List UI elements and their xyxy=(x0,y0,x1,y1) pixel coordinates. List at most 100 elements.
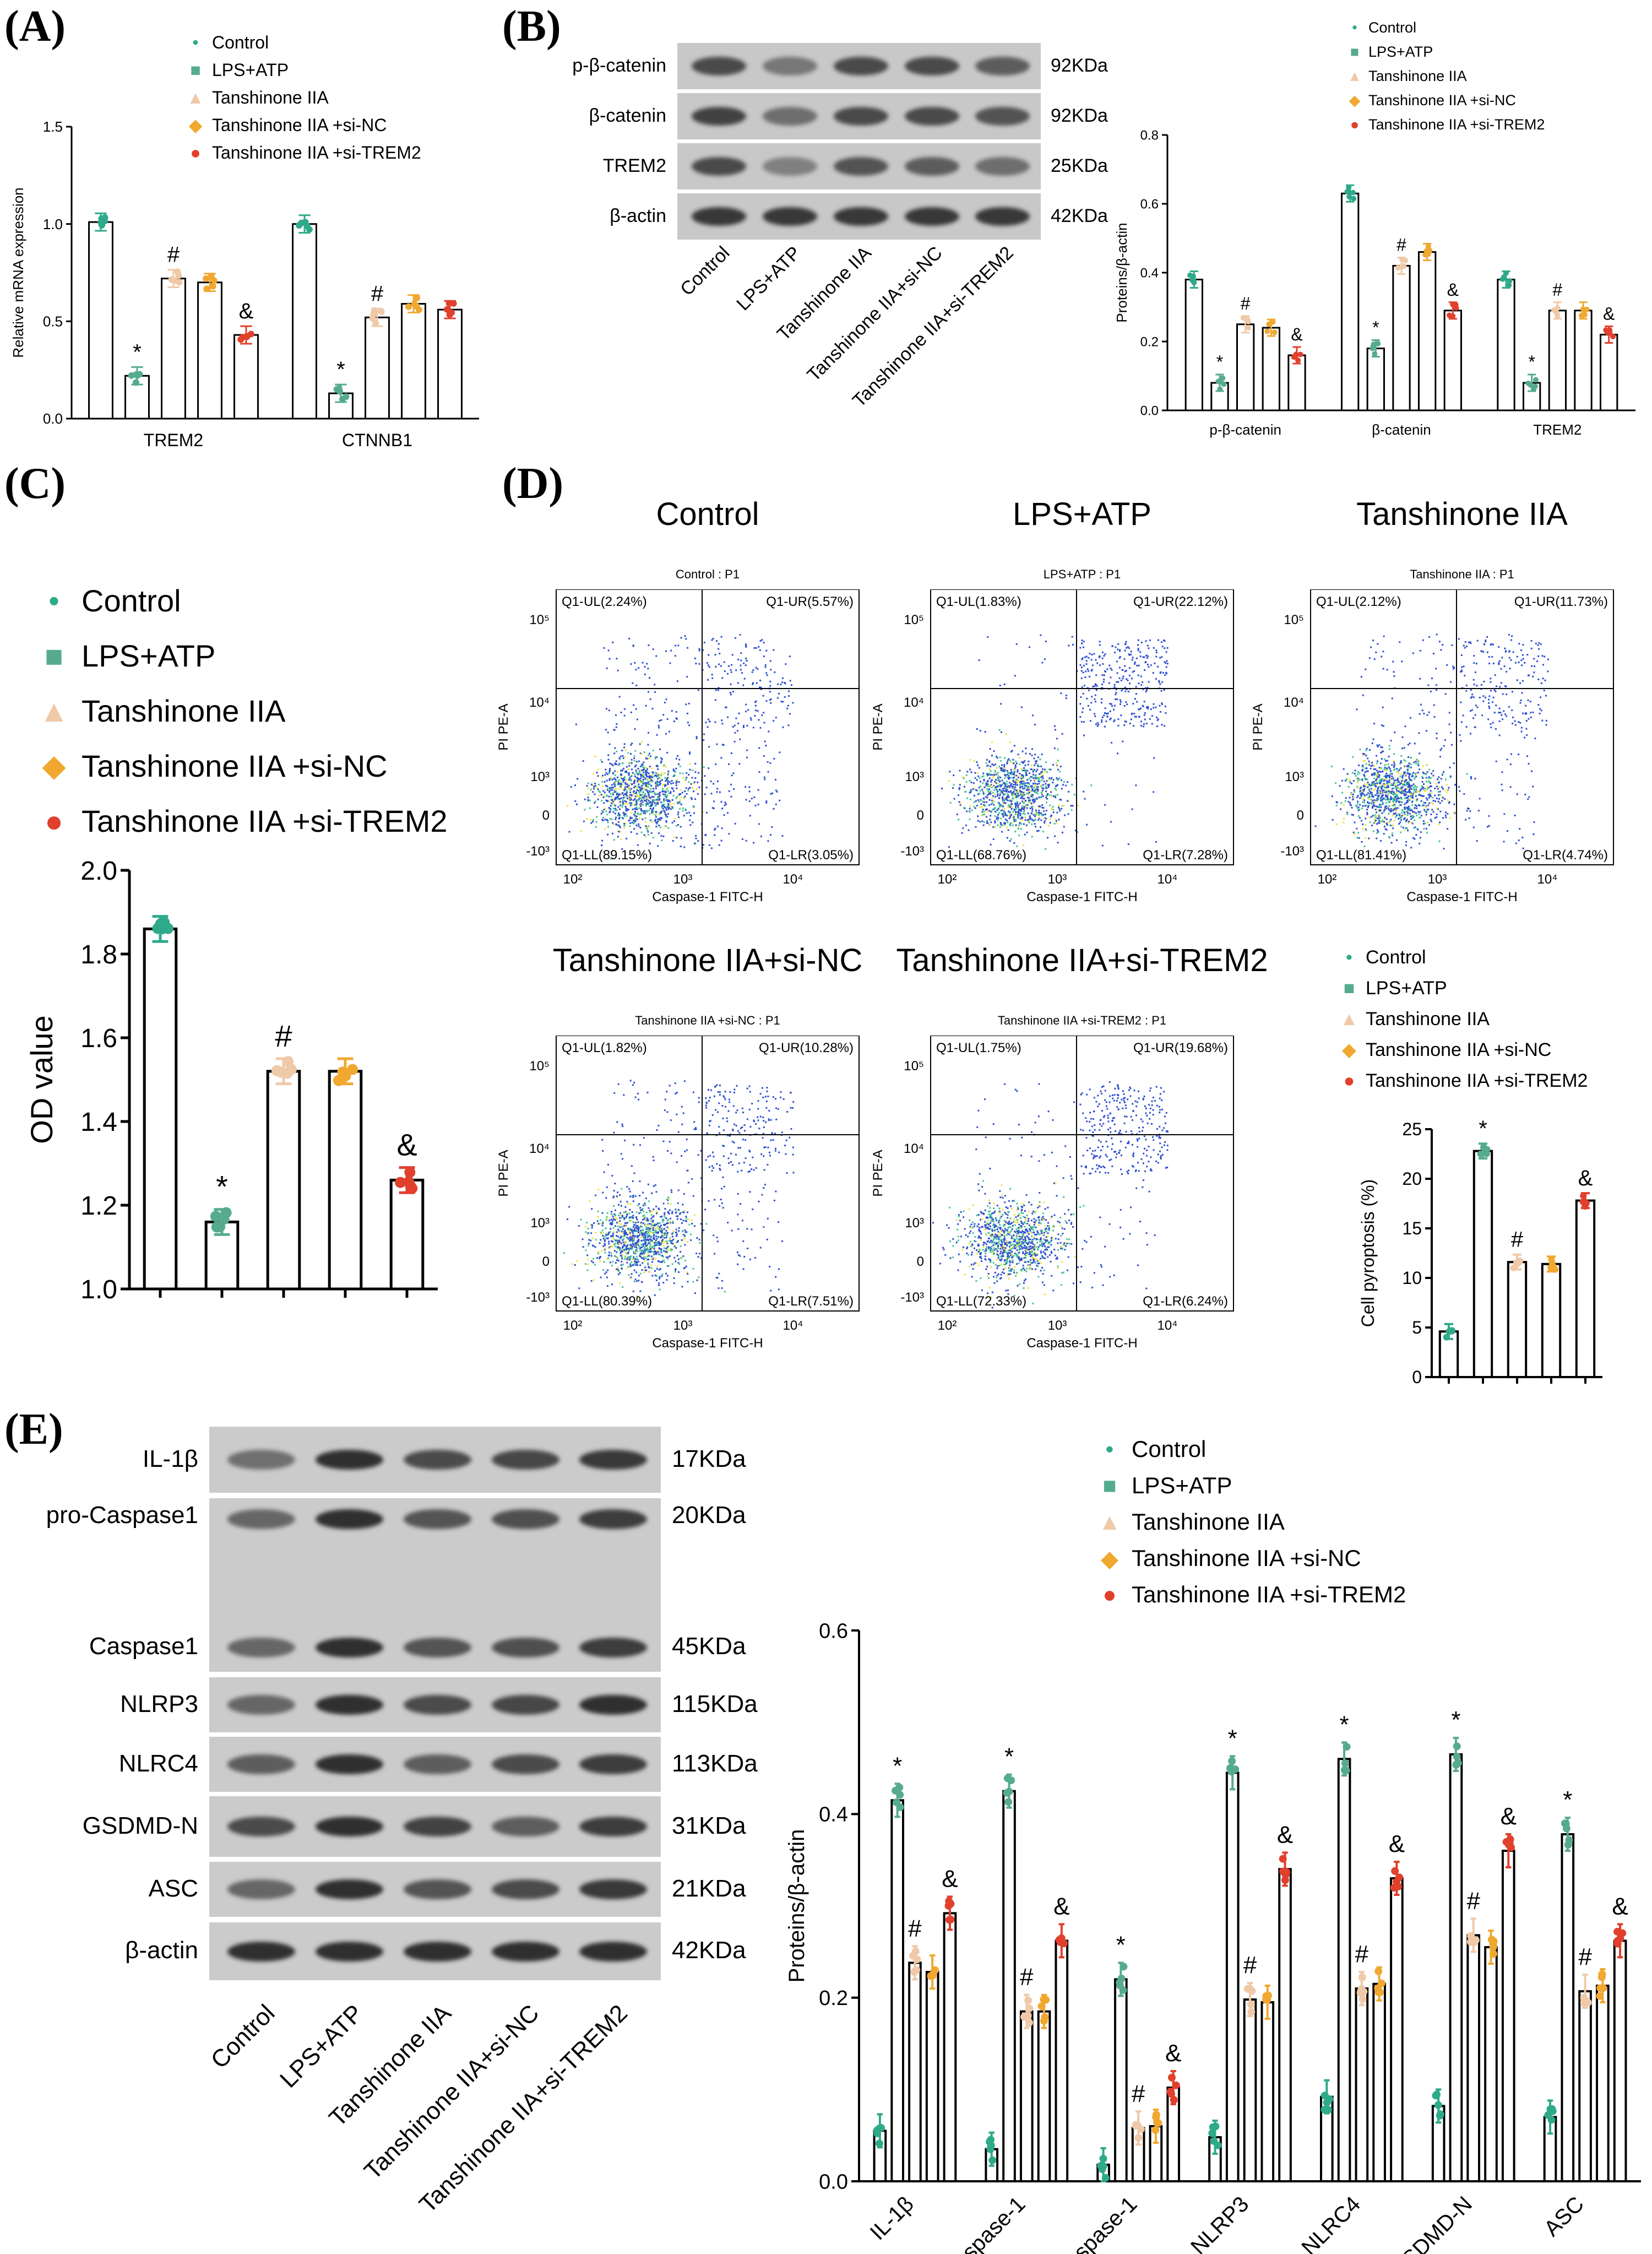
flow-x-tick: 10⁴ xyxy=(782,1318,803,1333)
flow-y-tick: -10³ xyxy=(526,844,550,859)
data-point xyxy=(986,2145,995,2153)
flow-y-tick: 0 xyxy=(542,1254,550,1269)
significance-label: # xyxy=(1132,2080,1145,2107)
blot-kda-label: 31KDa xyxy=(672,1812,746,1839)
data-point xyxy=(1101,2174,1110,2182)
blot-strip xyxy=(209,1737,661,1792)
quadrant-ll: Q1-LL(89.15%) xyxy=(562,848,652,863)
data-point xyxy=(1402,257,1408,263)
x-tick-label: Caspase-1 xyxy=(1050,2192,1142,2254)
significance-label: & xyxy=(1389,1830,1405,1857)
blot-strip xyxy=(209,1498,661,1672)
legend-row: ▲ Tanshinone IIA xyxy=(26,683,448,738)
data-point xyxy=(892,1786,900,1795)
data-point xyxy=(1007,1776,1015,1785)
legend-marker-icon: ● xyxy=(1102,1581,1117,1607)
bar xyxy=(1037,2010,1051,2183)
legend-label: Control xyxy=(212,32,269,52)
flow-x-label: Caspase-1 FITC-H xyxy=(652,1336,763,1351)
quadrant-ur: Q1-UR(11.73%) xyxy=(1514,594,1608,609)
quadrant-ul: Q1-UL(1.82%) xyxy=(562,1041,647,1055)
legend-marker-icon: ● xyxy=(1350,116,1360,133)
flow-plot-subtitle: Tanshinone IIA +si-NC : P1 xyxy=(635,1014,780,1027)
flow-y-label: PI PE-A xyxy=(871,703,885,750)
flow-x-tick: 10³ xyxy=(1048,1318,1067,1333)
data-point xyxy=(395,1177,406,1188)
significance-label: # xyxy=(371,281,384,306)
bar xyxy=(1055,1939,1069,2182)
data-point xyxy=(1358,1973,1366,1981)
legend-marker-icon: ◆ xyxy=(188,115,203,135)
legend-marker-icon: ■ xyxy=(1102,1472,1117,1498)
flow-y-tick: 10⁵ xyxy=(529,613,550,627)
significance-label: * xyxy=(1004,1743,1014,1770)
x-tick-label: pro-Caspase-1 xyxy=(910,2192,1030,2254)
significance-label: * xyxy=(1340,1711,1349,1738)
blot-kda-label: 92KDa xyxy=(1051,105,1108,126)
data-point xyxy=(1245,317,1251,323)
bar xyxy=(401,303,426,420)
flow-x-tick: 10³ xyxy=(673,872,693,887)
blot-strip xyxy=(209,1796,661,1857)
legend-marker-icon: ■ xyxy=(1343,977,1355,999)
bar xyxy=(1575,1199,1596,1378)
significance-label: # xyxy=(1020,1964,1034,1991)
flow-x-label: Caspase-1 FITC-H xyxy=(652,890,763,904)
data-point xyxy=(1374,1967,1383,1975)
data-point xyxy=(1582,312,1588,318)
blot-band xyxy=(579,1695,648,1715)
data-point xyxy=(413,302,420,310)
flow-x-tick: 10² xyxy=(938,1318,957,1333)
legend-marker-icon: ● xyxy=(190,142,201,162)
bar xyxy=(1390,1877,1404,2182)
flow-x-tick: 10⁴ xyxy=(1157,1318,1177,1333)
bar xyxy=(1287,354,1306,411)
legend-label: Tanshinone IIA +si-NC xyxy=(212,115,387,135)
legend-marker-icon: ◆ xyxy=(1349,91,1361,109)
data-point xyxy=(176,279,183,286)
data-point xyxy=(243,333,251,340)
flow-y-tick: 10³ xyxy=(1285,770,1304,784)
flow-x-label: Caspase-1 FITC-H xyxy=(1406,890,1517,904)
chart-a: Relative mRNA expression 0.0 0.5 1.0 1.5 * # & T… xyxy=(10,118,479,450)
blot-band xyxy=(403,1450,471,1470)
data-point xyxy=(1433,2090,1441,2099)
bar xyxy=(365,316,390,420)
blot-band xyxy=(491,1817,559,1836)
data-point xyxy=(1436,2111,1444,2120)
legend-row: • Control xyxy=(179,29,421,56)
blot-band xyxy=(579,1509,648,1529)
blot-protein-label: TREM2 xyxy=(602,155,666,176)
data-point xyxy=(1453,305,1459,311)
bar xyxy=(1484,1946,1498,2182)
blot-band xyxy=(315,1879,383,1899)
bar xyxy=(437,308,463,420)
legend-c: • Control ■ LPS+ATP ▲ Tanshinone IIA ◆ Tanshino… xyxy=(26,573,448,848)
blot-band xyxy=(403,1754,471,1774)
significance-label: # xyxy=(1396,235,1406,255)
data-point xyxy=(1453,1742,1461,1751)
bar xyxy=(143,927,178,1291)
data-point xyxy=(214,1221,226,1233)
data-point xyxy=(446,311,453,318)
bar xyxy=(266,1070,301,1291)
data-point xyxy=(1344,188,1350,194)
data-point xyxy=(1293,351,1299,357)
bar xyxy=(1262,327,1280,411)
y-tick-label: 1.0 xyxy=(43,216,63,232)
data-point xyxy=(136,371,143,378)
bar xyxy=(1501,1850,1515,2182)
bar xyxy=(1260,2001,1275,2182)
data-point xyxy=(1377,1979,1385,1987)
legend-label: Tanshinone IIA +si-TREM2 xyxy=(212,142,421,162)
data-point xyxy=(1513,1259,1520,1266)
bar xyxy=(1596,1985,1610,2182)
data-point xyxy=(1555,305,1561,311)
y-tick-label: 0.6 xyxy=(819,1619,848,1643)
quadrant-ul: Q1-UL(2.24%) xyxy=(562,594,647,609)
bar xyxy=(292,223,317,420)
blot-strip xyxy=(209,1427,661,1493)
blot-band xyxy=(315,1754,383,1774)
bar xyxy=(1507,1261,1528,1379)
x-tick-label: NLRC4 xyxy=(1297,2192,1365,2254)
